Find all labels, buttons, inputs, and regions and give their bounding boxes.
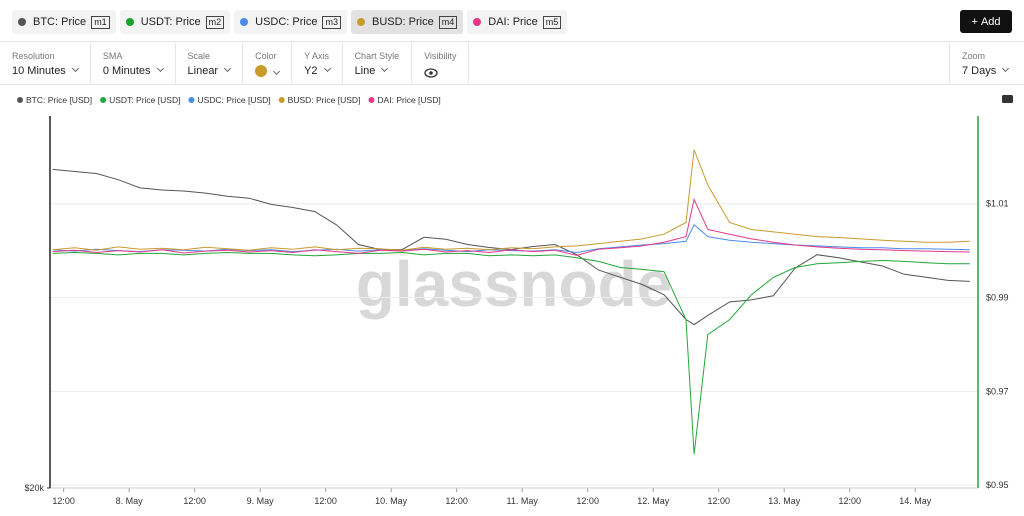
setting-value: Linear bbox=[188, 65, 231, 77]
series-line bbox=[52, 197, 970, 256]
x-tick-label: 12:00 bbox=[838, 496, 861, 506]
legend-dot bbox=[188, 97, 195, 103]
x-tick-label: 12. May bbox=[637, 496, 670, 506]
x-tick-label: 12:00 bbox=[52, 496, 75, 506]
setting-value: Line bbox=[355, 65, 400, 77]
settings-bar: Resolution 10 Minutes SMA 0 Minutes Scale Lin… bbox=[0, 43, 1024, 85]
x-tick-label: 12:00 bbox=[707, 496, 730, 506]
y-tick-label: $20k bbox=[24, 483, 44, 493]
y2-tick-label: $0.99 bbox=[986, 293, 1009, 303]
add-label: Add bbox=[980, 15, 1001, 28]
x-tick-label: 12:00 bbox=[576, 496, 599, 506]
x-tick-label: 12:00 bbox=[445, 496, 468, 506]
x-tick-label: 10. May bbox=[375, 496, 408, 506]
setting[interactable]: Zoom 7 Days bbox=[949, 43, 1024, 85]
metric-tag: m2 bbox=[205, 15, 225, 29]
x-tick-label: 8. May bbox=[116, 496, 144, 506]
metric-pill[interactable]: DAI: Price m5 bbox=[467, 10, 568, 34]
x-tick-label: 14. May bbox=[899, 496, 932, 506]
series-line bbox=[52, 149, 970, 251]
metric-label: BTC: Price bbox=[33, 16, 87, 28]
legend-dot bbox=[278, 97, 285, 103]
setting[interactable]: Resolution 10 Minutes bbox=[0, 43, 91, 85]
metric-pill[interactable]: USDT: Price m2 bbox=[119, 10, 231, 34]
setting[interactable]: Y Axis Y2 bbox=[292, 43, 343, 85]
legend-dot bbox=[17, 97, 23, 103]
setting-value: 0 Minutes bbox=[103, 65, 163, 77]
setting[interactable]: Visibility bbox=[412, 43, 470, 85]
x-tick-label: 12:00 bbox=[183, 496, 206, 506]
watermark: glassnode bbox=[356, 248, 673, 320]
metric-tag: m4 bbox=[438, 15, 458, 29]
chart: glassnode BTC: Price [USD] USDT: Price [US… bbox=[17, 95, 1013, 506]
metric-dot bbox=[356, 18, 365, 26]
setting-value bbox=[255, 65, 279, 80]
metric-label: USDT: Price bbox=[140, 16, 201, 28]
metric-bar: BTC: Price m1 USDT: Price m2 USDC: Price m3 BU… bbox=[0, 0, 1024, 42]
metric-tag: m5 bbox=[542, 15, 562, 29]
x-tick-label: 13. May bbox=[768, 496, 801, 506]
metric-pill[interactable]: BTC: Price m1 bbox=[12, 10, 116, 34]
y2-tick-label: $1.01 bbox=[986, 199, 1009, 209]
setting[interactable]: Scale Linear bbox=[176, 43, 244, 85]
metric-tag: m3 bbox=[322, 15, 341, 29]
setting-label: Zoom bbox=[962, 51, 986, 61]
setting-label: Visibility bbox=[424, 51, 457, 61]
metric-pill[interactable]: BUSD: Price m4 bbox=[350, 10, 464, 34]
metric-label: USDC: Price bbox=[255, 16, 318, 28]
metric-pill[interactable]: USDC: Price m3 bbox=[234, 10, 347, 34]
setting-value: Y2 bbox=[304, 65, 329, 77]
camera-icon bbox=[1002, 95, 1013, 103]
metric-tag: m1 bbox=[91, 15, 110, 29]
metric-dot bbox=[18, 18, 26, 26]
metric-dot bbox=[125, 18, 134, 26]
y2-tick-label: $0.95 bbox=[986, 480, 1009, 490]
legend-dot bbox=[100, 97, 107, 103]
setting[interactable]: Chart Style Line bbox=[343, 43, 413, 85]
setting-label: Color bbox=[255, 51, 277, 61]
metric-dot bbox=[473, 18, 482, 26]
setting-label: Resolution bbox=[12, 51, 55, 61]
y2-tick-label: $0.97 bbox=[986, 386, 1009, 396]
x-tick-label: 12:00 bbox=[314, 496, 337, 506]
series-line bbox=[52, 251, 970, 455]
add-button[interactable]: + Add bbox=[960, 10, 1012, 33]
metric-label: BUSD: Price bbox=[371, 16, 434, 28]
metric-dot bbox=[240, 18, 249, 26]
setting-label: Chart Style bbox=[354, 51, 400, 61]
setting-label: Scale bbox=[187, 51, 211, 61]
setting-label: SMA bbox=[102, 51, 123, 61]
metric-list: BTC: Price m1 USDT: Price m2 USDC: Price m3 BU… bbox=[12, 10, 568, 34]
legend-label: BUSD: Price [USD] bbox=[288, 95, 361, 105]
setting[interactable]: SMA 0 Minutes bbox=[91, 43, 176, 85]
legend-label: DAI: Price [USD] bbox=[377, 95, 440, 105]
setting-label: Y Axis bbox=[304, 51, 329, 61]
color-swatch bbox=[255, 65, 268, 77]
legend-dot bbox=[368, 97, 375, 103]
x-tick-label: 9. May bbox=[247, 496, 275, 506]
setting[interactable]: Color bbox=[243, 43, 293, 85]
visibility-icon bbox=[424, 65, 456, 83]
setting-value: 7 Days bbox=[962, 65, 1012, 77]
eye bbox=[424, 68, 438, 78]
x-tick-label: 11. May bbox=[507, 496, 539, 506]
metric-label: DAI: Price bbox=[488, 16, 538, 28]
legend-label: USDC: Price [USD] bbox=[197, 95, 270, 105]
legend-label: USDT: Price [USD] bbox=[109, 95, 180, 105]
setting-value: 10 Minutes bbox=[12, 65, 78, 77]
legend-label: BTC: Price [USD] bbox=[26, 95, 92, 105]
